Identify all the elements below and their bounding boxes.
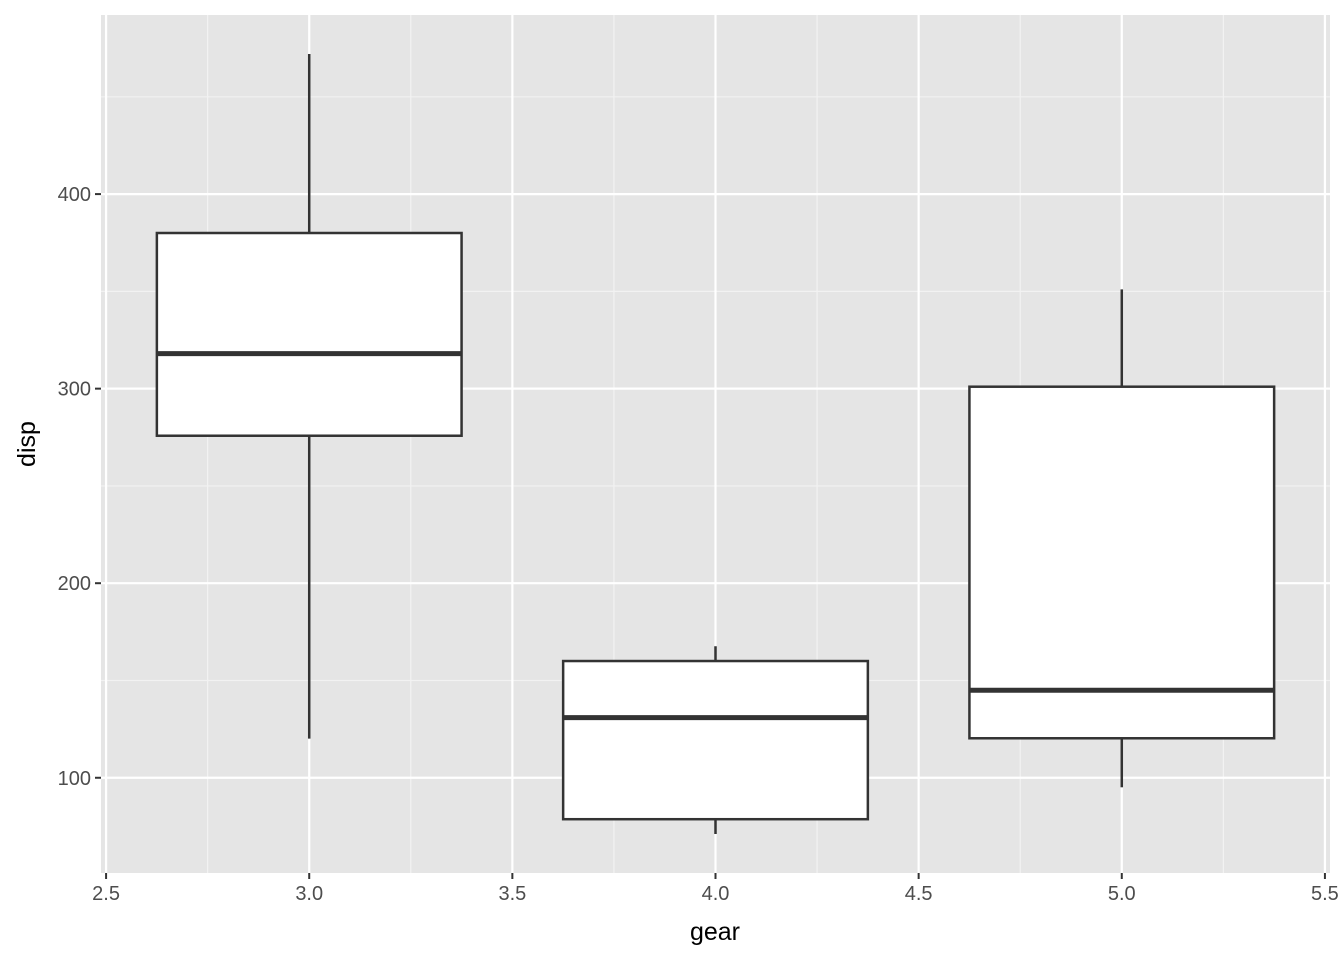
x-tick-label: 5.5 [1311, 883, 1339, 905]
y-tick-label: 400 [58, 184, 91, 206]
x-axis-title: gear [690, 918, 740, 946]
x-tick-label: 2.5 [92, 883, 120, 905]
box [968, 385, 1276, 740]
box [155, 231, 463, 437]
x-tick-label: 5.0 [1108, 883, 1136, 905]
y-tick-label: 100 [58, 768, 91, 790]
y-tick-label: 200 [58, 573, 91, 595]
x-tick-label: 4.5 [905, 883, 933, 905]
box [561, 659, 870, 821]
y-axis-title: disp [13, 421, 41, 467]
x-tick-label: 3.0 [295, 883, 323, 905]
y-tick-label: 300 [58, 379, 91, 401]
x-tick-label: 3.5 [498, 883, 526, 905]
x-tick-label: 4.0 [702, 883, 730, 905]
